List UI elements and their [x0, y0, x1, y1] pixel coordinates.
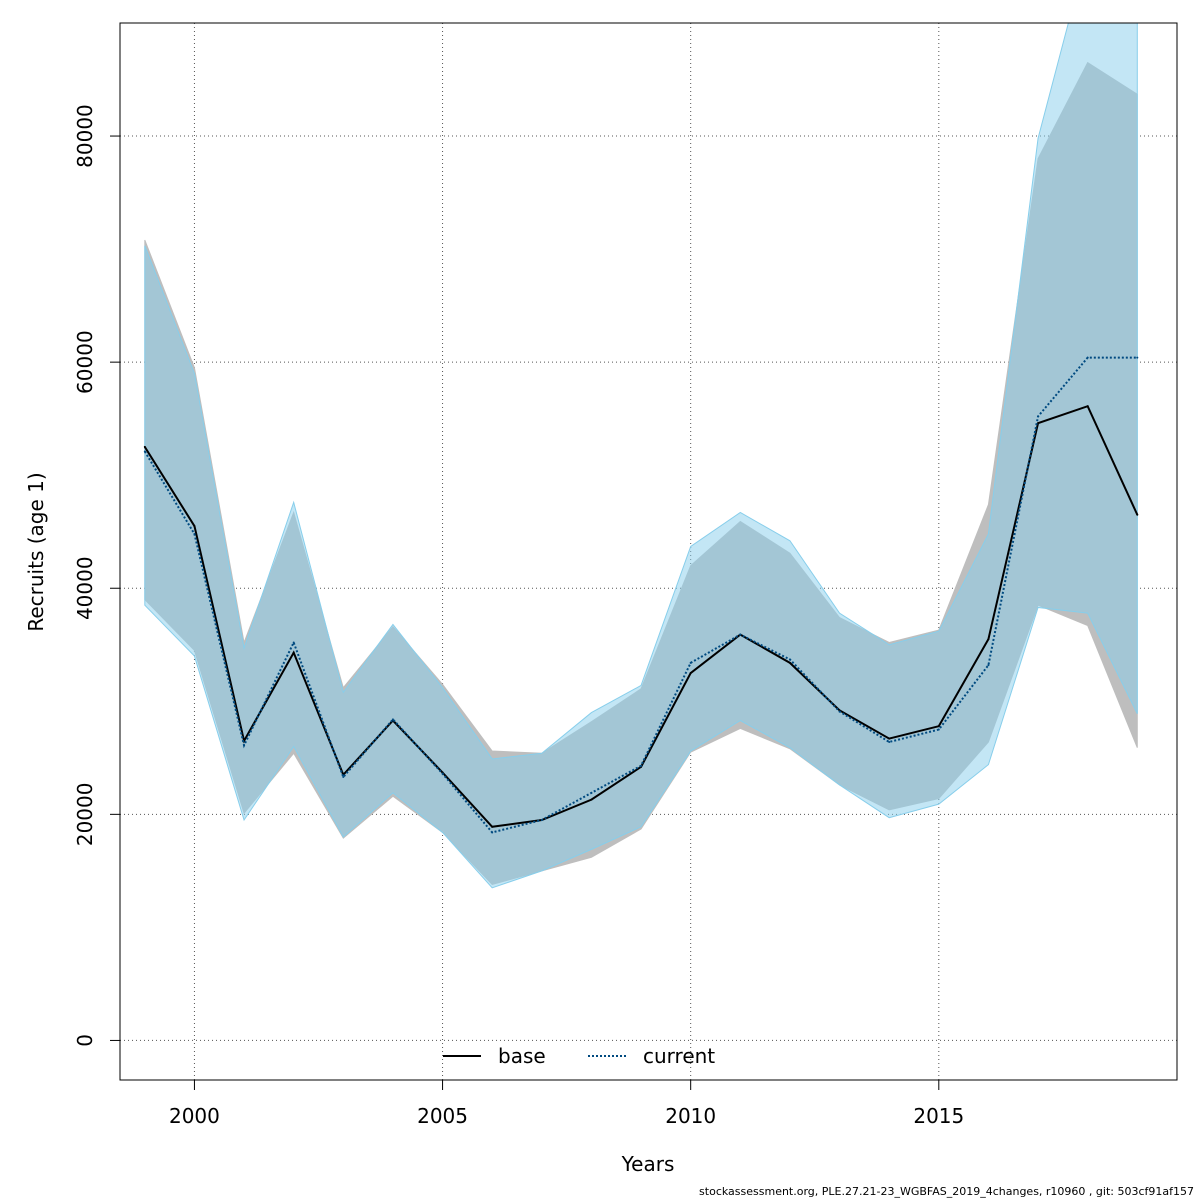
point-base-2014 — [888, 737, 891, 740]
point-current-2000 — [193, 532, 196, 535]
point-current-2004 — [391, 718, 394, 721]
y-axis: 0 20000 40000 60000 80000 — [73, 104, 120, 1047]
y-tick-label: 0 — [73, 1034, 97, 1047]
plot-frame — [119, 22, 1178, 1081]
point-current-2001 — [243, 744, 246, 747]
point-current-2005 — [441, 772, 444, 775]
x-tick-label: 2015 — [913, 1104, 964, 1128]
point-current-2016 — [987, 664, 990, 667]
point-current-2010 — [689, 661, 692, 664]
point-base-2019 — [1136, 513, 1139, 516]
point-base-2000 — [193, 525, 196, 528]
x-tick-label: 2010 — [665, 1104, 716, 1128]
y-tick-label: 60000 — [73, 330, 97, 394]
point-current-2011 — [739, 633, 742, 636]
y-tick-label: 80000 — [73, 104, 97, 168]
point-base-2018 — [1086, 405, 1089, 408]
point-current-2008 — [590, 791, 593, 794]
point-base-2015 — [937, 725, 940, 728]
confidence-bands — [144, 23, 1138, 889]
point-current-2002 — [292, 641, 295, 644]
y-tick-label: 20000 — [73, 783, 97, 847]
point-current-1999 — [143, 450, 146, 453]
band-current — [144, 23, 1138, 889]
x-axis-title: Years — [621, 1152, 675, 1176]
point-current-2015 — [937, 728, 940, 731]
point-current-2006 — [491, 831, 494, 834]
point-current-2012 — [788, 658, 791, 661]
point-current-2017 — [1037, 415, 1040, 418]
point-current-2009 — [640, 764, 643, 767]
series-lines — [143, 356, 1139, 834]
point-base-2010 — [689, 672, 692, 675]
legend: base current — [443, 1044, 715, 1068]
x-tick-label: 2000 — [169, 1104, 220, 1128]
point-base-2008 — [590, 798, 593, 801]
point-current-2019 — [1136, 356, 1139, 359]
x-tick-label: 2005 — [417, 1104, 468, 1128]
point-base-1999 — [143, 445, 146, 448]
x-axis: 2000 2005 2010 2015 — [169, 1080, 964, 1128]
point-current-2014 — [888, 740, 891, 743]
point-current-2013 — [838, 710, 841, 713]
point-current-2003 — [342, 776, 345, 779]
point-base-2002 — [292, 651, 295, 654]
point-base-2012 — [788, 661, 791, 664]
legend-label-current: current — [643, 1044, 715, 1068]
point-current-2018 — [1086, 356, 1089, 359]
y-axis-title: Recruits (age 1) — [24, 472, 48, 631]
point-base-2016 — [987, 638, 990, 641]
y-tick-label: 40000 — [73, 556, 97, 620]
footer-text: stockassessment.org, PLE.27.21-23_WGBFAS… — [699, 1185, 1194, 1198]
point-base-2006 — [491, 825, 494, 828]
point-current-2007 — [540, 818, 543, 821]
legend-label-base: base — [498, 1044, 546, 1068]
